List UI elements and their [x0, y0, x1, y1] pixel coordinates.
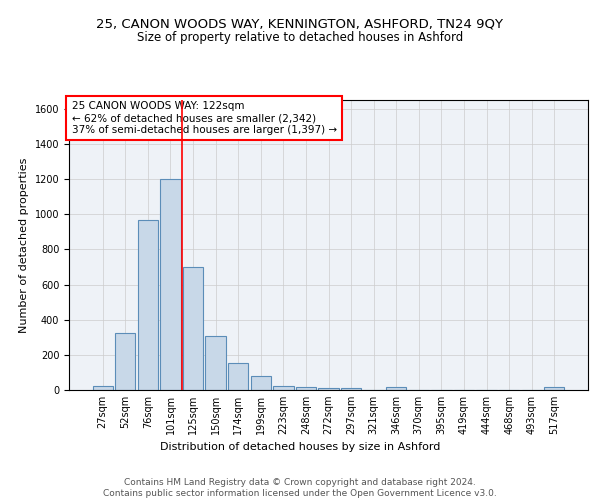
Bar: [296, 388, 316, 390]
Bar: [341, 388, 361, 390]
Y-axis label: Number of detached properties: Number of detached properties: [19, 158, 29, 332]
Bar: [183, 267, 203, 390]
Text: Contains HM Land Registry data © Crown copyright and database right 2024.
Contai: Contains HM Land Registry data © Crown c…: [103, 478, 497, 498]
Bar: [273, 386, 293, 390]
Text: Size of property relative to detached houses in Ashford: Size of property relative to detached ho…: [137, 31, 463, 44]
Bar: [386, 388, 406, 390]
Bar: [205, 336, 226, 390]
Bar: [115, 333, 136, 390]
Bar: [228, 363, 248, 390]
Text: 25, CANON WOODS WAY, KENNINGTON, ASHFORD, TN24 9QY: 25, CANON WOODS WAY, KENNINGTON, ASHFORD…: [97, 18, 503, 30]
Text: Distribution of detached houses by size in Ashford: Distribution of detached houses by size …: [160, 442, 440, 452]
Text: 25 CANON WOODS WAY: 122sqm
← 62% of detached houses are smaller (2,342)
37% of s: 25 CANON WOODS WAY: 122sqm ← 62% of deta…: [71, 102, 337, 134]
Bar: [92, 386, 113, 390]
Bar: [160, 179, 181, 390]
Bar: [319, 388, 338, 390]
Bar: [544, 388, 565, 390]
Bar: [251, 376, 271, 390]
Bar: [138, 220, 158, 390]
